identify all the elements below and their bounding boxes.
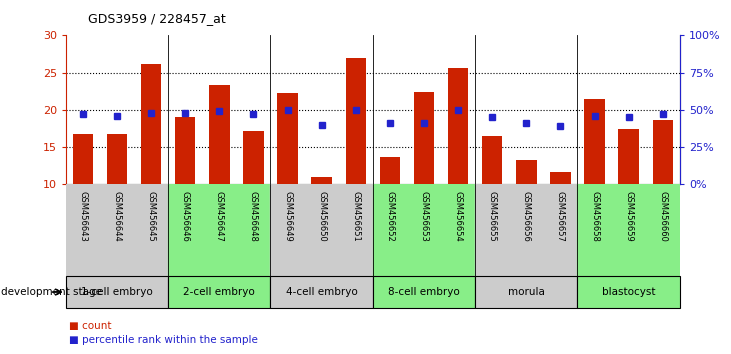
Bar <box>243 131 264 184</box>
Text: 2-cell embryo: 2-cell embryo <box>183 287 255 297</box>
Bar <box>277 93 298 184</box>
Text: GSM456655: GSM456655 <box>488 192 496 242</box>
Bar <box>448 68 469 184</box>
Text: GSM456643: GSM456643 <box>78 192 87 242</box>
Text: GSM456659: GSM456659 <box>624 192 633 242</box>
Text: GSM456645: GSM456645 <box>147 192 156 242</box>
Text: morula: morula <box>508 287 545 297</box>
Bar <box>72 133 93 184</box>
Bar <box>475 184 577 276</box>
Text: GSM456650: GSM456650 <box>317 192 326 242</box>
Text: GSM456646: GSM456646 <box>181 192 189 242</box>
Bar <box>141 64 162 184</box>
Bar <box>270 184 373 276</box>
Bar <box>618 129 639 184</box>
Bar <box>311 177 332 184</box>
Text: GSM456656: GSM456656 <box>522 192 531 242</box>
Bar <box>550 172 571 184</box>
Bar <box>584 98 605 184</box>
Bar <box>577 276 680 308</box>
Text: GSM456658: GSM456658 <box>590 192 599 242</box>
Text: blastocyst: blastocyst <box>602 287 656 297</box>
Text: GSM456648: GSM456648 <box>249 192 258 242</box>
Bar <box>168 184 270 276</box>
Bar <box>482 136 502 184</box>
Bar <box>209 85 230 184</box>
Bar <box>175 117 195 184</box>
Text: GSM456652: GSM456652 <box>385 192 394 242</box>
Text: ■ percentile rank within the sample: ■ percentile rank within the sample <box>69 335 258 346</box>
Text: ■ count: ■ count <box>69 321 112 331</box>
Text: GSM456647: GSM456647 <box>215 192 224 242</box>
Text: GSM456651: GSM456651 <box>352 192 360 242</box>
Bar <box>168 276 270 308</box>
Bar <box>516 160 537 184</box>
Bar <box>414 92 434 184</box>
Bar <box>373 276 475 308</box>
Text: GSM456660: GSM456660 <box>659 192 667 242</box>
Bar <box>373 184 475 276</box>
Text: GSM456644: GSM456644 <box>113 192 121 242</box>
Bar <box>66 184 168 276</box>
Bar <box>475 276 577 308</box>
Text: GSM456654: GSM456654 <box>454 192 463 242</box>
Bar <box>107 134 127 184</box>
Bar <box>653 120 673 184</box>
Bar <box>379 156 400 184</box>
Text: 8-cell embryo: 8-cell embryo <box>388 287 460 297</box>
Text: GSM456653: GSM456653 <box>420 192 428 242</box>
Text: GSM456657: GSM456657 <box>556 192 565 242</box>
Text: 4-cell embryo: 4-cell embryo <box>286 287 357 297</box>
Text: GSM456649: GSM456649 <box>283 192 292 242</box>
Text: development stage: development stage <box>1 287 102 297</box>
Text: 1-cell embryo: 1-cell embryo <box>81 287 153 297</box>
Bar <box>577 184 680 276</box>
Bar <box>66 276 168 308</box>
Text: GDS3959 / 228457_at: GDS3959 / 228457_at <box>88 12 225 25</box>
Bar <box>270 276 373 308</box>
Bar <box>346 58 366 184</box>
